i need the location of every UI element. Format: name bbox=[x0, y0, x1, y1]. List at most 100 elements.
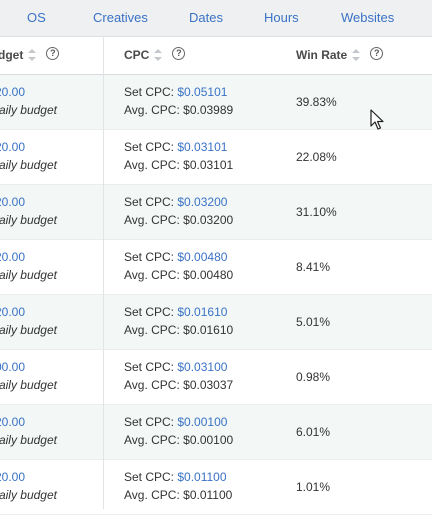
set-cpc-value[interactable]: $0.05101 bbox=[177, 85, 228, 99]
avg-cpc-line: Avg. CPC: $0.03101 bbox=[124, 158, 233, 172]
set-cpc-value[interactable]: $0.01610 bbox=[177, 305, 228, 319]
budget-value[interactable]: $20.00 bbox=[0, 305, 25, 319]
column-header-cpc[interactable]: CPC? bbox=[124, 37, 186, 74]
set-cpc-value[interactable]: $0.01100 bbox=[177, 470, 227, 484]
avg-cpc-value: $0.03200 bbox=[183, 213, 234, 227]
budget-cell: $20.00 Daily budget bbox=[0, 460, 103, 514]
set-cpc-line: Set CPC: $0.03101 bbox=[124, 140, 227, 154]
column-header-budget[interactable]: Budget? bbox=[0, 37, 60, 74]
help-circle-icon[interactable]: ? bbox=[370, 47, 384, 61]
avg-cpc-label: Avg. CPC: bbox=[124, 103, 184, 117]
win-rate-value: 39.83% bbox=[296, 95, 337, 109]
win-rate-value: 31.10% bbox=[296, 205, 337, 219]
table-row[interactable]: $20.00 Daily budget Set CPC: $0.00100 Avg. … bbox=[0, 405, 432, 460]
budget-type: Daily budget bbox=[0, 488, 57, 502]
budget-value[interactable]: $20.00 bbox=[0, 415, 25, 429]
pointer-cursor-icon bbox=[370, 109, 384, 130]
avg-cpc-value: $0.03037 bbox=[183, 378, 234, 392]
tab-os[interactable]: OS bbox=[27, 10, 46, 25]
budget-type: Daily budget bbox=[0, 323, 57, 337]
budget-type: Daily budget bbox=[0, 433, 57, 447]
set-cpc-line: Set CPC: $0.00100 bbox=[124, 415, 227, 429]
set-cpc-line: Set CPC: $0.05101 bbox=[124, 85, 227, 99]
budget-cell: $20.00 Daily budget bbox=[0, 130, 103, 184]
cpc-cell: Set CPC: $0.00480 Avg. CPC: $0.00480 bbox=[124, 240, 284, 294]
set-cpc-label: Set CPC: bbox=[124, 85, 178, 99]
budget-value[interactable]: $100.00 bbox=[0, 360, 25, 374]
tab-dates[interactable]: Dates bbox=[189, 10, 223, 25]
help-circle-icon[interactable]: ? bbox=[46, 47, 60, 61]
avg-cpc-label: Avg. CPC: bbox=[124, 213, 184, 227]
set-cpc-label: Set CPC: bbox=[124, 470, 178, 484]
avg-cpc-label: Avg. CPC: bbox=[124, 268, 184, 282]
cpc-cell: Set CPC: $0.03100 Avg. CPC: $0.03037 bbox=[124, 350, 284, 404]
avg-cpc-line: Avg. CPC: $0.00100 bbox=[124, 433, 233, 447]
column-divider bbox=[103, 37, 104, 509]
budget-type: Daily budget bbox=[0, 268, 57, 282]
set-cpc-label: Set CPC: bbox=[124, 195, 178, 209]
cpc-cell: Set CPC: $0.00100 Avg. CPC: $0.00100 bbox=[124, 405, 284, 459]
cpc-cell: Set CPC: $0.01100 Avg. CPC: $0.01100 bbox=[124, 460, 284, 514]
budget-cell: $20.00 Daily budget bbox=[0, 185, 103, 239]
column-header-win-rate[interactable]: Win Rate? bbox=[296, 37, 384, 74]
budget-value[interactable]: $20.00 bbox=[0, 85, 25, 99]
column-header-win-rate-label: Win Rate bbox=[296, 48, 348, 62]
budget-cell: $20.00 Daily budget bbox=[0, 240, 103, 294]
sort-icon[interactable] bbox=[28, 48, 37, 61]
table-row[interactable]: $20.00 Daily budget Set CPC: $0.01610 Avg. … bbox=[0, 295, 432, 350]
table-row[interactable]: $100.00 Daily budget Set CPC: $0.03100 Avg.… bbox=[0, 350, 432, 405]
avg-cpc-line: Avg. CPC: $0.00480 bbox=[124, 268, 233, 282]
cpc-cell: Set CPC: $0.03200 Avg. CPC: $0.03200 bbox=[124, 185, 284, 239]
win-rate-value: 1.01% bbox=[296, 480, 331, 494]
set-cpc-value[interactable]: $0.03200 bbox=[177, 195, 228, 209]
avg-cpc-line: Avg. CPC: $0.01610 bbox=[124, 323, 233, 337]
tab-hours[interactable]: Hours bbox=[264, 10, 299, 25]
column-header-cpc-label: CPC bbox=[124, 48, 150, 62]
avg-cpc-value: $0.00480 bbox=[183, 268, 234, 282]
tab-websites[interactable]: Websites bbox=[341, 10, 395, 25]
avg-cpc-value: $0.01610 bbox=[183, 323, 234, 337]
avg-cpc-value: $0.03101 bbox=[183, 158, 234, 172]
win-rate-value: 0.98% bbox=[296, 370, 331, 384]
budget-type: Daily budget bbox=[0, 378, 57, 392]
budget-cell: $20.00 Daily budget bbox=[0, 405, 103, 459]
set-cpc-value[interactable]: $0.03100 bbox=[177, 360, 228, 374]
avg-cpc-line: Avg. CPC: $0.03200 bbox=[124, 213, 233, 227]
win-rate-value: 5.01% bbox=[296, 315, 331, 329]
set-cpc-line: Set CPC: $0.01610 bbox=[124, 305, 227, 319]
table-row[interactable]: $20.00 Daily budget Set CPC: $0.05101 Avg. … bbox=[0, 75, 432, 130]
report-tab-bar: OS Creatives Dates Hours Websites bbox=[0, 0, 432, 37]
set-cpc-line: Set CPC: $0.01100 bbox=[124, 470, 227, 484]
set-cpc-value[interactable]: $0.00100 bbox=[177, 415, 228, 429]
cpc-cell: Set CPC: $0.03101 Avg. CPC: $0.03101 bbox=[124, 130, 284, 184]
budget-type: Daily budget bbox=[0, 103, 57, 117]
budget-value[interactable]: $20.00 bbox=[0, 140, 25, 154]
sort-icon[interactable] bbox=[352, 48, 361, 61]
sort-icon[interactable] bbox=[154, 48, 163, 61]
avg-cpc-value: $0.01100 bbox=[183, 488, 233, 502]
budget-value[interactable]: $20.00 bbox=[0, 250, 25, 264]
avg-cpc-label: Avg. CPC: bbox=[124, 158, 184, 172]
budget-value[interactable]: $20.00 bbox=[0, 470, 25, 484]
help-circle-icon[interactable]: ? bbox=[172, 47, 186, 61]
set-cpc-label: Set CPC: bbox=[124, 360, 178, 374]
table-header: Budget? CPC? Win Rate? bbox=[0, 37, 432, 75]
set-cpc-label: Set CPC: bbox=[124, 250, 178, 264]
budget-type: Daily budget bbox=[0, 213, 57, 227]
avg-cpc-label: Avg. CPC: bbox=[124, 488, 184, 502]
budget-value[interactable]: $20.00 bbox=[0, 195, 25, 209]
avg-cpc-line: Avg. CPC: $0.03989 bbox=[124, 103, 233, 117]
table-row[interactable]: $20.00Daily budget Set CPC: $0.03101 Avg. … bbox=[0, 130, 432, 185]
win-rate-value: 22.08% bbox=[296, 150, 337, 164]
avg-cpc-label: Avg. CPC: bbox=[124, 433, 184, 447]
tab-creatives[interactable]: Creatives bbox=[93, 10, 148, 25]
avg-cpc-label: Avg. CPC: bbox=[124, 378, 184, 392]
avg-cpc-value: $0.03989 bbox=[183, 103, 234, 117]
set-cpc-value[interactable]: $0.03101 bbox=[177, 140, 228, 154]
column-header-budget-label: Budget bbox=[0, 48, 24, 62]
set-cpc-value[interactable]: $0.00480 bbox=[177, 250, 228, 264]
cpc-cell: Set CPC: $0.05101 Avg. CPC: $0.03989 bbox=[124, 75, 284, 129]
